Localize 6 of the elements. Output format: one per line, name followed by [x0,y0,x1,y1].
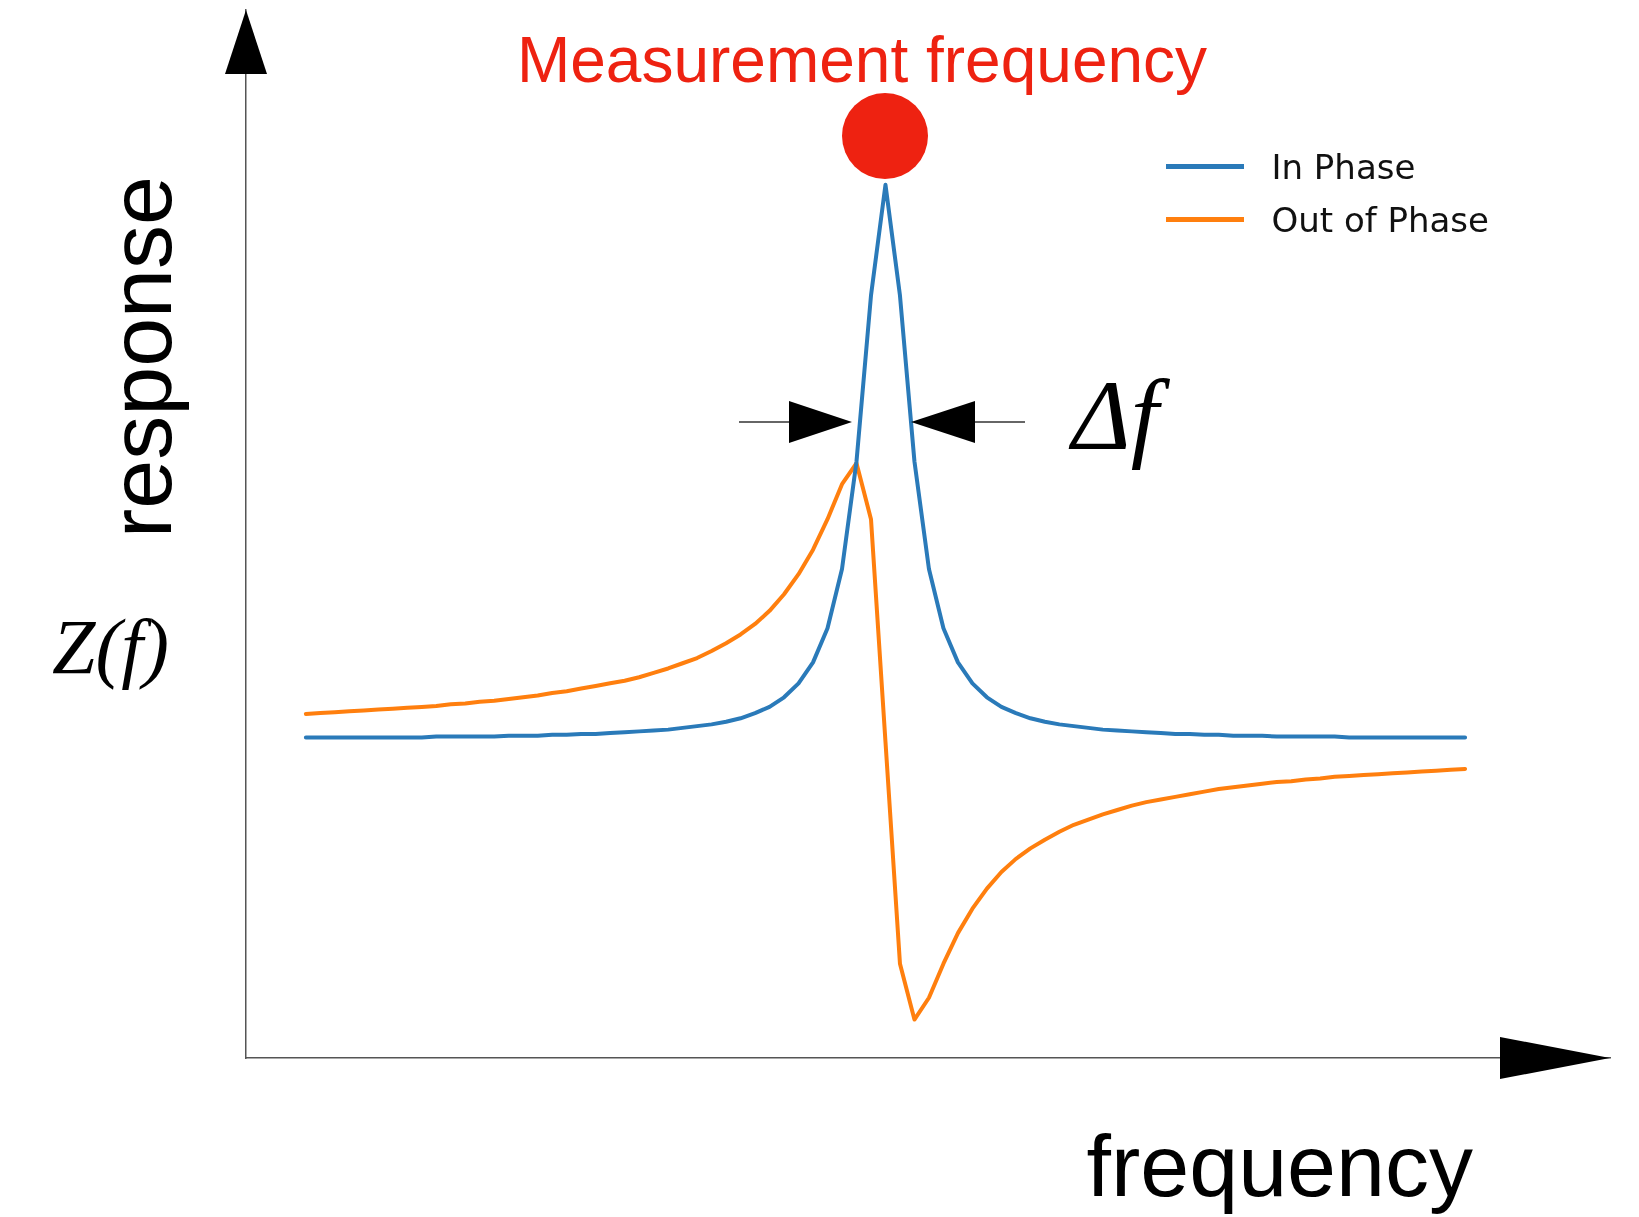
y-axis-title: response [91,175,190,539]
legend-label: In Phase [1271,146,1416,187]
x-axis-title: frequency [1086,1116,1473,1215]
legend-label: Out of Phase [1271,199,1489,240]
text: Measurement frequency [515,24,1209,96]
text: Z(f) [52,603,169,690]
